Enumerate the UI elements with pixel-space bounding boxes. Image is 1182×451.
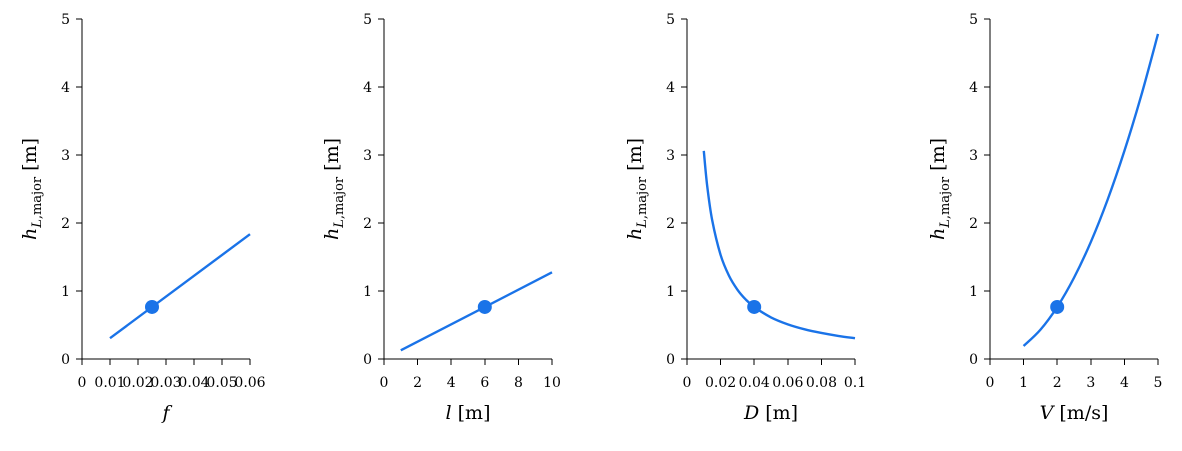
x-tick-label: 0 bbox=[986, 375, 995, 391]
x-tick-label: 2 bbox=[1053, 375, 1062, 391]
x-tick-label: 0.02 bbox=[705, 375, 736, 391]
y-tick-label: 3 bbox=[61, 148, 70, 164]
x-tick-label: 5 bbox=[1154, 375, 1163, 391]
y-tick-label: 3 bbox=[666, 148, 675, 164]
y-tick-label: 5 bbox=[61, 12, 70, 28]
chart-panel-4: 0 1 2 3 4 5 0 1 2 3 4 5 V [m/s] hL,major [m] bbox=[927, 12, 1162, 424]
y-tick-label: 0 bbox=[969, 352, 978, 368]
series-line bbox=[1022, 33, 1160, 347]
highlight-marker bbox=[1050, 299, 1065, 314]
x-tick-label: 0.04 bbox=[178, 375, 209, 391]
x-tick-label: 3 bbox=[1086, 375, 1095, 391]
x-tick-label: 0.03 bbox=[150, 375, 181, 391]
series-line bbox=[109, 233, 251, 340]
y-tick-label: 4 bbox=[363, 80, 372, 96]
y-tick-label: 5 bbox=[969, 12, 978, 28]
x-axis-label: V [m/s] bbox=[1040, 402, 1109, 424]
x-axis-label: f bbox=[160, 402, 172, 424]
chart-panel-1: 0 1 2 3 4 5 0 0.010.020.030.040.050.06 f hL,major… bbox=[19, 12, 266, 424]
y-axis-label: hL,major [m] bbox=[19, 138, 45, 240]
x-tick-label: 0 bbox=[683, 375, 692, 391]
y-tick-label: 1 bbox=[969, 284, 978, 300]
y-tick-label: 5 bbox=[363, 12, 372, 28]
highlight-marker bbox=[747, 299, 762, 314]
y-tick-label: 3 bbox=[363, 148, 372, 164]
x-tick-label: 0 bbox=[380, 375, 389, 391]
x-tick-label: 0.1 bbox=[844, 375, 866, 391]
x-tick-label: 0 bbox=[78, 375, 87, 391]
x-tick-label: 6 bbox=[480, 375, 489, 391]
highlight-marker bbox=[477, 299, 492, 314]
x-tick-label: 1 bbox=[1019, 375, 1028, 391]
x-tick-label: 8 bbox=[514, 375, 523, 391]
y-axis-label: hL,major [m] bbox=[321, 138, 347, 240]
series-line bbox=[400, 271, 553, 352]
y-tick-label: 2 bbox=[969, 216, 978, 232]
x-tick-label: 0.06 bbox=[234, 375, 265, 391]
y-tick-label: 0 bbox=[363, 352, 372, 368]
y-axis-label: hL,major [m] bbox=[624, 138, 650, 240]
y-tick-label: 0 bbox=[61, 352, 70, 368]
y-axis-label: hL,major [m] bbox=[927, 138, 953, 240]
y-tick-label: 2 bbox=[363, 216, 372, 232]
x-tick-label: 4 bbox=[447, 375, 456, 391]
x-tick-label: 0.04 bbox=[739, 375, 770, 391]
y-tick-label: 3 bbox=[969, 148, 978, 164]
y-tick-label: 1 bbox=[666, 284, 675, 300]
y-tick-label: 4 bbox=[969, 80, 978, 96]
y-tick-label: 5 bbox=[666, 12, 675, 28]
y-tick-label: 2 bbox=[61, 216, 70, 232]
y-tick-label: 1 bbox=[363, 284, 372, 300]
x-tick-label: 2 bbox=[413, 375, 422, 391]
x-tick-label: 0.08 bbox=[806, 375, 837, 391]
x-tick-label: 4 bbox=[1120, 375, 1129, 391]
chart-panel-3: 0 1 2 3 4 5 0 0.02 0.04 0.06 0.08 0.1 D [m] hL,major … bbox=[624, 12, 866, 424]
highlight-marker bbox=[145, 299, 159, 314]
y-tick-label: 4 bbox=[666, 80, 675, 96]
x-tick-label: 0.01 bbox=[94, 375, 125, 391]
series-line bbox=[702, 150, 856, 340]
x-axis-label: D [m] bbox=[743, 402, 798, 424]
chart-panel-2: 0 1 2 3 4 5 0 2 4 6 8 10 l [m] hL,major [m] bbox=[321, 12, 561, 424]
x-axis-label: l [m] bbox=[446, 402, 491, 424]
y-tick-label: 0 bbox=[666, 352, 675, 368]
y-tick-label: 2 bbox=[666, 216, 675, 232]
x-tick-label: 10 bbox=[543, 375, 561, 391]
y-tick-label: 1 bbox=[61, 284, 70, 300]
x-tick-label: 0.02 bbox=[122, 375, 153, 391]
y-tick-label: 4 bbox=[61, 80, 70, 96]
x-tick-label: 0.05 bbox=[206, 375, 237, 391]
x-tick-label: 0.06 bbox=[772, 375, 803, 391]
